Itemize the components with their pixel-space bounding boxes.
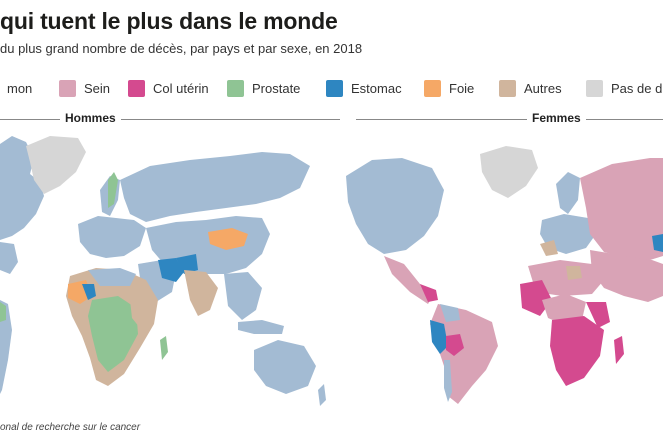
legend-swatch-cervical [128, 79, 145, 97]
panel-divider-men [0, 119, 340, 120]
mexico-women [384, 256, 434, 304]
sahara-other-2-women [566, 266, 582, 280]
legend-label-other: Autres [524, 80, 562, 96]
map-title: qui tuent le plus dans le monde [0, 8, 338, 34]
legend-item-nodata: Pas de d [586, 79, 662, 97]
legend-swatch-stomach [326, 79, 343, 97]
europe-men [78, 216, 146, 258]
bolivia-cervical-women [446, 334, 464, 356]
legend-swatch-prostate [227, 79, 244, 97]
south-america-prostate-men [0, 302, 6, 322]
north-america-women [346, 158, 444, 254]
australia-men [254, 340, 316, 394]
central-america-cervical-women [420, 284, 438, 302]
south-asia-men [184, 270, 218, 316]
norway-men [108, 172, 118, 208]
china-stomach-women [652, 234, 663, 252]
legend-swatch-nodata [586, 79, 603, 97]
madagascar-men [160, 336, 168, 360]
west-africa-cervical-women [520, 280, 552, 316]
west-africa-stomach-men [82, 284, 96, 300]
legend-label-nodata: Pas de d [611, 80, 663, 96]
north-africa-men [88, 268, 136, 286]
legend-label-liver: Foie [449, 80, 475, 96]
map-subtitle: du plus grand nombre de décès, par pays … [0, 41, 363, 56]
asia-women [590, 250, 663, 302]
legend: mon Sein Col utérin Prostate Estomac Foi… [0, 79, 663, 97]
central-africa-women [542, 294, 586, 324]
east-africa-cervical-women [586, 302, 610, 328]
madagascar-women [614, 336, 624, 364]
southeast-asia-men [224, 272, 262, 320]
south-america-men [0, 300, 12, 394]
panel-title-women: Femmes [527, 111, 586, 125]
greenland-women [480, 146, 538, 198]
mongolia-men [208, 228, 248, 250]
map-women [346, 146, 663, 404]
map-men [0, 136, 326, 406]
legend-item-lung: mon [0, 79, 32, 97]
peru-stomach-women [430, 320, 448, 354]
legend-label-stomach: Estomac [351, 80, 402, 96]
legend-item-prostate: Prostate [227, 79, 300, 97]
scandinavia-women [556, 172, 580, 214]
panel-title-men: Hommes [60, 111, 121, 125]
source-note: onal de recherche sur le cancer [0, 422, 141, 433]
legend-label-breast: Sein [84, 80, 111, 96]
legend-swatch-liver [424, 79, 441, 97]
venezuela-women [440, 304, 460, 322]
legend-item-stomach: Estomac [326, 79, 402, 97]
legend-item-other: Autres [499, 79, 562, 97]
legend-label-cervical: Col utérin [153, 80, 209, 96]
south-america-women [430, 304, 498, 404]
russia-women [580, 158, 663, 260]
africa-prostate-men [88, 296, 138, 372]
east-africa-men [130, 300, 154, 328]
chile-women [444, 360, 452, 402]
legend-label-prostate: Prostate [252, 80, 301, 96]
new-zealand-men [318, 384, 326, 406]
southern-africa-cervical-women [550, 316, 604, 386]
legend-item-cervical: Col utérin [128, 79, 209, 97]
legend-item-breast: Sein [59, 79, 110, 97]
greenland-men [26, 136, 86, 194]
panel-divider-women [356, 119, 663, 120]
iran-men [158, 258, 184, 282]
legend-label-lung: mon [7, 80, 33, 96]
indonesia-men [238, 320, 284, 334]
legend-swatch-breast [59, 79, 76, 97]
central-america-men [0, 242, 18, 274]
sahara-other-women [540, 240, 558, 256]
central-asia-stomach-men [176, 254, 198, 274]
north-africa-women [528, 260, 604, 296]
legend-swatch-other [499, 79, 516, 97]
russia-men [120, 152, 310, 222]
world-maps [0, 136, 663, 406]
legend-item-liver: Foie [424, 79, 474, 97]
